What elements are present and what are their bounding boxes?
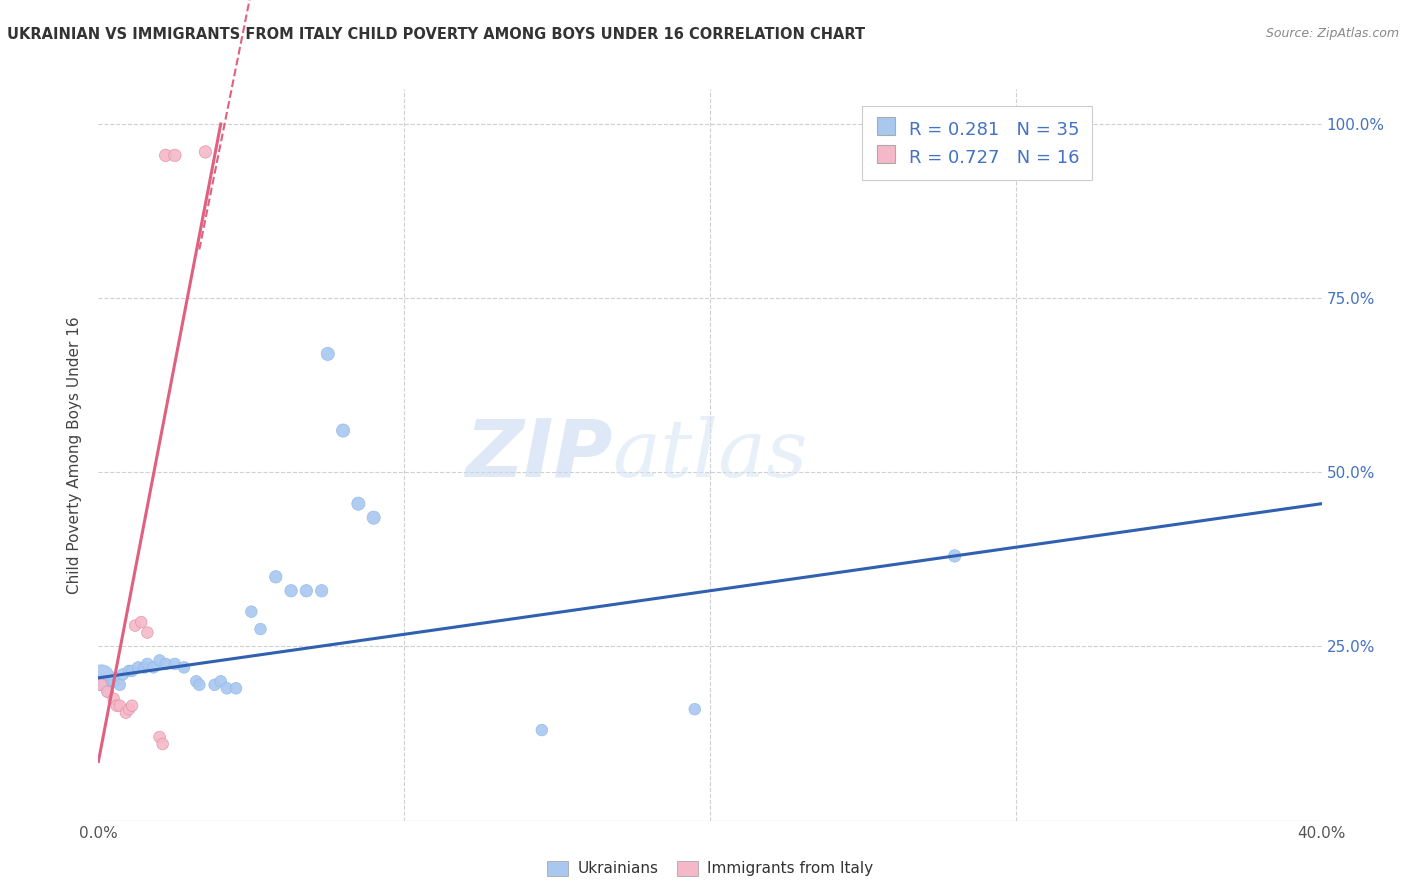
Point (149, 653, 172, 667)
Point (683, 702, 706, 716)
Point (225, 681, 247, 696)
Point (163, 148, 186, 162)
Point (97, 685, 120, 699)
Point (142, 660, 165, 674)
Point (115, 706, 138, 720)
Point (105, 698, 128, 713)
Point (249, 622, 271, 636)
Point (316, 347, 339, 361)
Point (136, 625, 159, 640)
Text: UKRAINIAN VS IMMIGRANTS FROM ITALY CHILD POVERTY AMONG BOYS UNDER 16 CORRELATION: UKRAINIAN VS IMMIGRANTS FROM ITALY CHILD… (7, 27, 865, 42)
Point (136, 657, 159, 671)
Point (103, 674, 125, 689)
Point (108, 678, 131, 692)
Point (311, 583, 333, 598)
Point (943, 549, 966, 563)
Point (129, 615, 152, 629)
Text: ZIP: ZIP (465, 416, 612, 494)
Point (264, 570, 287, 584)
Point (194, 145, 217, 159)
Text: Source: ZipAtlas.com: Source: ZipAtlas.com (1265, 27, 1399, 40)
Point (155, 657, 177, 671)
Point (134, 660, 156, 674)
Point (347, 497, 370, 511)
Point (240, 605, 263, 619)
Point (155, 148, 177, 162)
Text: atlas: atlas (612, 417, 807, 493)
Point (332, 424, 354, 438)
Point (108, 698, 131, 713)
Point (363, 510, 385, 524)
Point (186, 674, 208, 689)
Point (103, 691, 125, 706)
Point (97, 685, 120, 699)
Point (121, 664, 143, 678)
Y-axis label: Child Poverty Among Boys Under 16: Child Poverty Among Boys Under 16 (67, 316, 83, 594)
Point (111, 667, 134, 681)
Point (280, 583, 302, 598)
Point (90, 678, 112, 692)
Point (152, 737, 174, 751)
Point (121, 698, 143, 713)
Point (93, 678, 115, 692)
Point (188, 678, 211, 692)
Point (118, 702, 141, 716)
Point (173, 660, 195, 674)
Point (215, 681, 238, 696)
Point (209, 674, 232, 689)
Point (124, 618, 146, 632)
Point (90, 671, 112, 685)
Point (163, 657, 186, 671)
Point (118, 664, 141, 678)
Point (295, 583, 318, 598)
Point (204, 678, 226, 692)
Legend: Ukrainians, Immigrants from Italy: Ukrainians, Immigrants from Italy (541, 855, 879, 882)
Point (530, 723, 553, 737)
Point (149, 730, 172, 744)
Point (127, 660, 149, 674)
